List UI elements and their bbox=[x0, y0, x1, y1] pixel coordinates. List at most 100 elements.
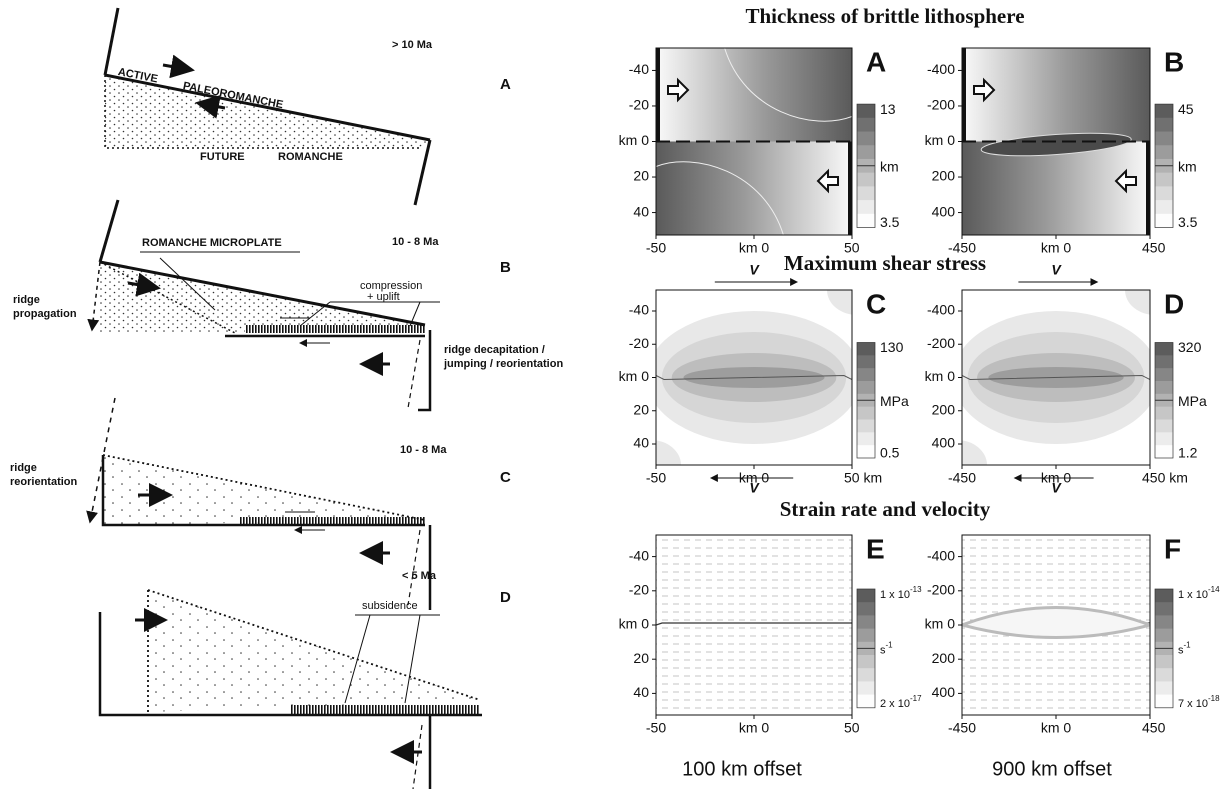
colorbar-step bbox=[1155, 628, 1173, 643]
plot-area bbox=[962, 535, 1150, 715]
base: 1 x 10 bbox=[1178, 589, 1208, 601]
boundary bbox=[99, 261, 236, 334]
row-title: Thickness of brittle lithosphere bbox=[745, 4, 1024, 28]
colorbar-step bbox=[1155, 200, 1173, 215]
y-tick-label: 40 bbox=[633, 203, 649, 219]
colorbar-step bbox=[857, 445, 875, 459]
velocity-vectors bbox=[656, 535, 852, 715]
note: ridge bbox=[13, 294, 40, 306]
exponent: -13 bbox=[910, 585, 922, 594]
plot-letter: A bbox=[866, 46, 886, 77]
colorbar-step bbox=[857, 355, 875, 369]
propagation bbox=[87, 261, 101, 332]
leader bbox=[344, 614, 440, 704]
plot-area bbox=[656, 535, 852, 715]
stipple bbox=[103, 455, 425, 525]
arrow bbox=[162, 54, 195, 79]
age: > 10 Ma bbox=[392, 39, 433, 51]
colorbar-step bbox=[857, 406, 875, 420]
base: s bbox=[880, 644, 886, 656]
colorbar-step bbox=[1155, 655, 1173, 669]
y-tick-label: 40 bbox=[633, 684, 649, 700]
y-tick-label: 20 bbox=[633, 650, 649, 666]
y-tick-label: -20 bbox=[629, 582, 649, 598]
x-tick-label: km 0 bbox=[1041, 720, 1072, 736]
transform bbox=[104, 73, 431, 142]
base: s bbox=[1178, 644, 1184, 656]
colorbar-label: 1 x 10-13 bbox=[880, 585, 922, 601]
note: reorientation bbox=[10, 476, 78, 488]
y-tick-label: -200 bbox=[927, 582, 955, 598]
plot-letter: B bbox=[1164, 46, 1184, 77]
colorbar-step bbox=[857, 342, 875, 356]
y-tick-label: -400 bbox=[927, 61, 955, 77]
note: + uplift bbox=[367, 291, 400, 303]
field-bottom bbox=[962, 141, 1150, 235]
colorbar-step bbox=[1155, 186, 1173, 201]
plot: -400 -200 km 0 200 400 -450 km 0 450 F bbox=[925, 533, 1181, 735]
y-tick-label: -20 bbox=[629, 97, 649, 113]
ridge bbox=[98, 199, 120, 263]
colorbar-label: km bbox=[880, 159, 899, 175]
x-tick-label: km 0 bbox=[739, 240, 770, 256]
colorbar-label: MPa bbox=[1178, 393, 1207, 409]
y-tick-label: km 0 bbox=[925, 132, 956, 148]
colorbar-label: 130 bbox=[880, 339, 904, 355]
plot: -40 -20 km 0 20 40 -50 km 0 50 A bbox=[619, 46, 887, 255]
schematic-c: 10 - 8 Ma C ridge reorientation bbox=[10, 397, 511, 610]
y-tick-label: km 0 bbox=[619, 368, 650, 384]
open-arrow bbox=[1114, 168, 1137, 194]
contour bbox=[980, 132, 1132, 157]
note: compression bbox=[360, 280, 422, 292]
footer: 100 km offset bbox=[682, 758, 802, 780]
open-arrow bbox=[973, 77, 996, 103]
colorbar-step bbox=[857, 602, 875, 616]
colorbar-step bbox=[857, 381, 875, 395]
x-tick-label: 450 bbox=[1142, 720, 1166, 736]
schematic-b: 10 - 8 Ma B ROMANCHE MICROPLATE compress… bbox=[13, 199, 563, 412]
y-tick-label: km 0 bbox=[925, 616, 956, 632]
ridge bbox=[656, 48, 660, 142]
x-tick-label: 450 bbox=[1142, 240, 1166, 256]
x-tick-label: -50 bbox=[646, 720, 666, 736]
x-tick-label: 50 bbox=[844, 240, 860, 256]
fault bbox=[656, 374, 852, 381]
plot-area bbox=[656, 290, 852, 465]
colorbar-step bbox=[1155, 342, 1173, 356]
exponent: -1 bbox=[886, 641, 894, 650]
x-tick-label: -450 bbox=[948, 720, 976, 736]
base: 7 x 10 bbox=[1178, 698, 1208, 710]
colorbar-step bbox=[1155, 602, 1173, 616]
colorbar-step bbox=[1155, 445, 1173, 459]
y-tick-label: -40 bbox=[629, 547, 649, 563]
plot-area bbox=[656, 48, 852, 235]
colorbar-step bbox=[1155, 694, 1173, 709]
colorbar-label: 0.5 bbox=[880, 445, 900, 461]
colorbar-step bbox=[857, 186, 875, 201]
y-tick-label: 200 bbox=[932, 401, 956, 417]
y-tick-label: 20 bbox=[633, 168, 649, 184]
colorbar-step bbox=[857, 368, 875, 382]
colorbar-step bbox=[1155, 381, 1173, 395]
colorbar-label: 1.2 bbox=[1178, 445, 1198, 461]
field-top bbox=[962, 48, 1150, 142]
uplift-zone bbox=[245, 325, 425, 333]
plot: -400 -200 km 0 200 400 -450 km 0 450 B bbox=[925, 46, 1185, 255]
plot-letter: C bbox=[866, 288, 886, 319]
colorbar-step bbox=[857, 432, 875, 446]
y-tick-label: km 0 bbox=[619, 132, 650, 148]
note: ROMANCHE bbox=[278, 151, 343, 163]
y-tick-label: -400 bbox=[927, 302, 955, 318]
y-tick-label: -400 bbox=[927, 547, 955, 563]
fault bbox=[656, 622, 852, 626]
age: 10 - 8 Ma bbox=[400, 444, 447, 456]
plot-area bbox=[962, 290, 1150, 465]
plot-letter: D bbox=[1164, 288, 1184, 319]
colorbar-step bbox=[857, 200, 875, 215]
velocity-label: V bbox=[1051, 262, 1062, 278]
age: 10 - 8 Ma bbox=[392, 236, 439, 248]
colorbar-label: 3.5 bbox=[1178, 214, 1198, 230]
footer: 900 km offset bbox=[992, 758, 1112, 780]
